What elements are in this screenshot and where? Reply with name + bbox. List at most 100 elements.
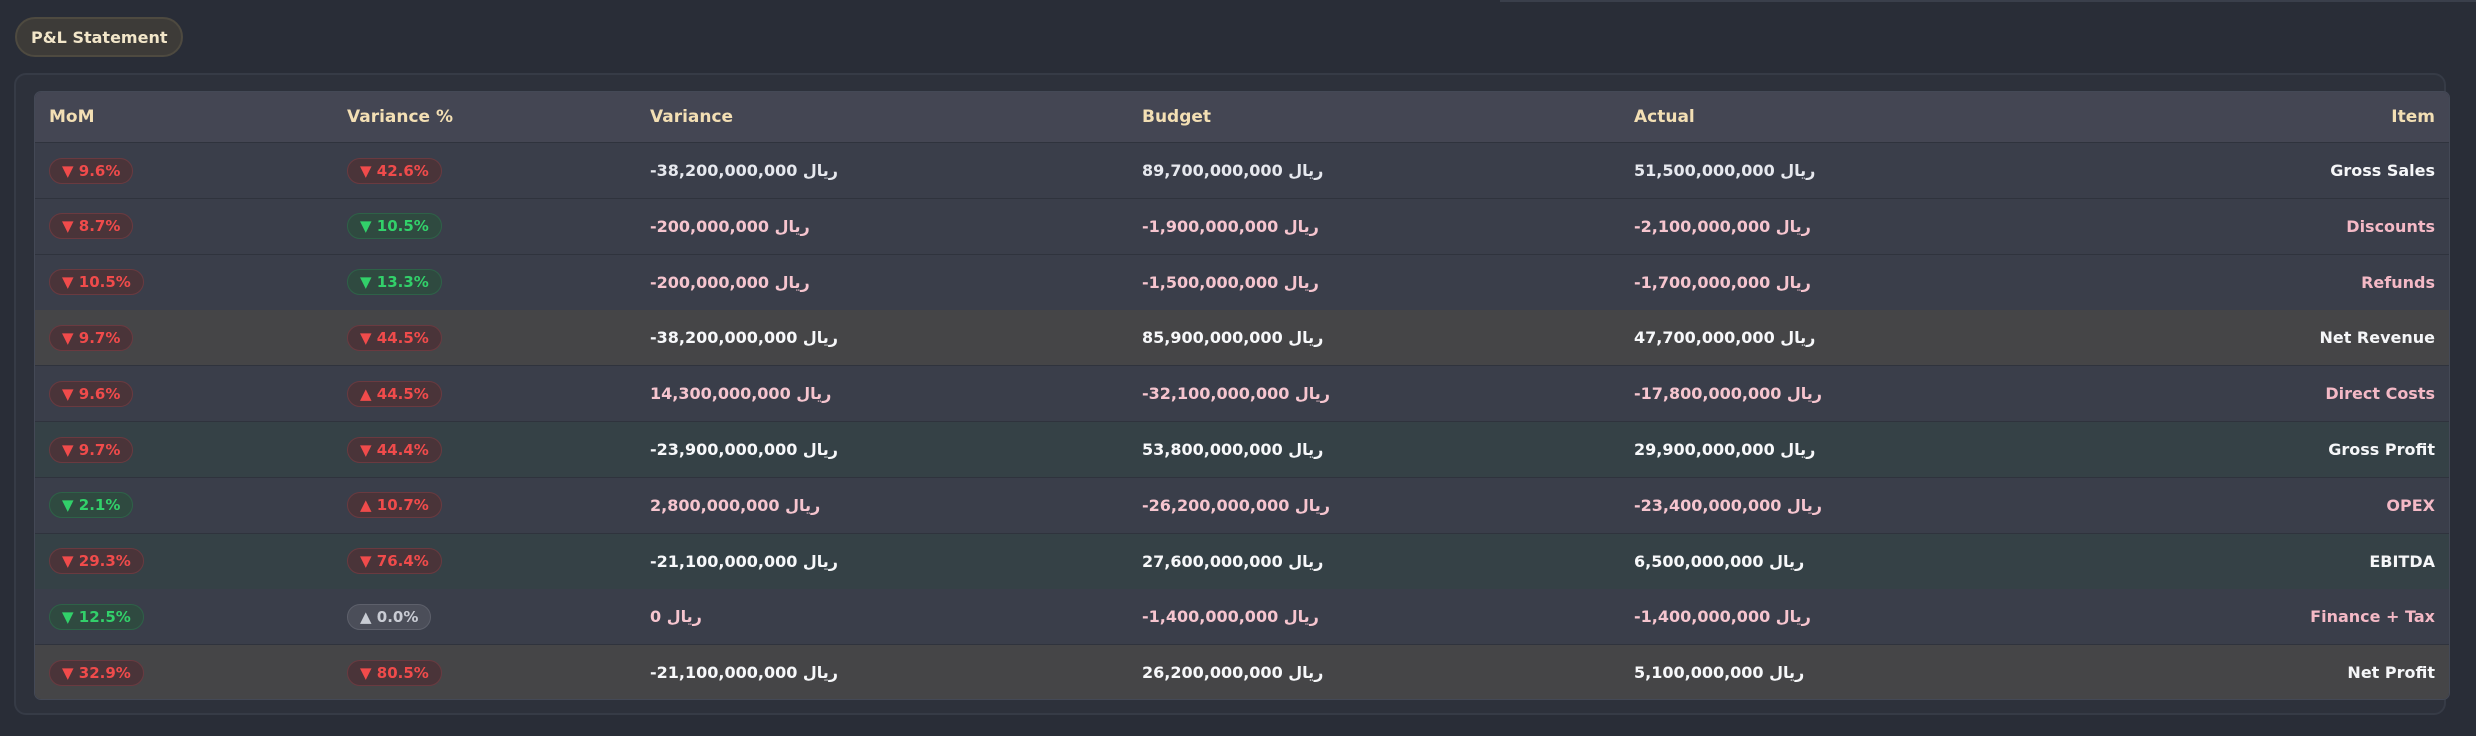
variance-pct-badge: ▲ 0.0% bbox=[347, 603, 432, 630]
actual-cell: 6,500,000,000 ريال bbox=[1634, 551, 1805, 571]
table-row[interactable]: ▼ 9.7% ▼ 44.5% -38,200,000,000 ريال 85,900,… bbox=[35, 310, 2449, 367]
column-header-mom[interactable]: MoM bbox=[49, 107, 95, 127]
mom-cell: ▼ 12.5% bbox=[49, 589, 144, 644]
item-cell: Finance + Tax bbox=[2310, 607, 2435, 627]
mom-badge: ▼ 12.5% bbox=[49, 603, 144, 630]
variance-pct-badge: ▼ 80.5% bbox=[347, 659, 442, 686]
budget-cell: 53,800,000,000 ريال bbox=[1142, 440, 1324, 459]
mom-cell: ▼ 8.7% bbox=[49, 199, 134, 254]
mom-badge: ▼ 9.7% bbox=[49, 324, 134, 351]
variance-pct-cell: ▼ 80.5% bbox=[347, 645, 442, 699]
budget-cell: 26,200,000,000 ريال bbox=[1142, 663, 1324, 683]
variance-pct-badge: ▼ 44.5% bbox=[347, 324, 442, 351]
mom-badge: ▼ 2.1% bbox=[49, 492, 134, 519]
variance-cell: -21,100,000,000 ريال bbox=[650, 551, 839, 571]
variance-pct-badge: ▼ 13.3% bbox=[347, 269, 442, 296]
mom-badge: ▼ 10.5% bbox=[49, 269, 144, 296]
budget-cell: 27,600,000,000 ريال bbox=[1142, 551, 1324, 571]
mom-badge: ▼ 8.7% bbox=[49, 213, 134, 240]
actual-cell: -17,800,000,000 ريال bbox=[1634, 384, 1823, 404]
variance-pct-cell: ▼ 42.6% bbox=[347, 143, 442, 198]
table-row[interactable]: ▼ 8.7% ▼ 10.5% -200,000,000 ريال -1,900,000… bbox=[35, 198, 2449, 255]
column-header-variance-pct[interactable]: Variance % bbox=[347, 107, 454, 127]
table-row[interactable]: ▼ 9.6% ▲ 44.5% 14,300,000,000 ريال -32,100,… bbox=[35, 366, 2449, 423]
column-header-budget[interactable]: Budget bbox=[1142, 107, 1212, 127]
mom-cell: ▼ 2.1% bbox=[49, 478, 134, 533]
variance-cell: -21,100,000,000 ريال bbox=[650, 663, 839, 683]
variance-pct-cell: ▼ 10.5% bbox=[347, 199, 442, 254]
mom-cell: ▼ 9.7% bbox=[49, 422, 134, 477]
mom-cell: ▼ 9.6% bbox=[49, 143, 134, 198]
variance-pct-cell: ▼ 44.4% bbox=[347, 422, 442, 477]
variance-pct-badge: ▼ 10.5% bbox=[347, 213, 442, 240]
budget-cell: -32,100,000,000 ريال bbox=[1142, 384, 1331, 404]
item-cell: Gross Sales bbox=[2330, 161, 2435, 180]
actual-cell: -1,700,000,000 ريال bbox=[1634, 272, 1811, 292]
mom-badge: ▼ 29.3% bbox=[49, 548, 144, 575]
item-cell: Discounts bbox=[2346, 216, 2435, 236]
actual-cell: 29,900,000,000 ريال bbox=[1634, 440, 1816, 459]
mom-cell: ▼ 10.5% bbox=[49, 255, 144, 310]
mom-badge: ▼ 9.6% bbox=[49, 157, 134, 184]
mom-cell: ▼ 32.9% bbox=[49, 645, 144, 699]
item-cell: Gross Profit bbox=[2328, 440, 2435, 459]
actual-cell: 47,700,000,000 ريال bbox=[1634, 328, 1816, 348]
budget-cell: -1,400,000,000 ريال bbox=[1142, 607, 1319, 627]
table-row[interactable]: ▼ 2.1% ▲ 10.7% 2,800,000,000 ريال -26,200,0… bbox=[35, 477, 2449, 534]
actual-cell: -1,400,000,000 ريال bbox=[1634, 607, 1811, 627]
variance-cell: 14,300,000,000 ريال bbox=[650, 384, 832, 404]
column-header-actual[interactable]: Actual bbox=[1634, 107, 1695, 127]
table-row[interactable]: ▼ 10.5% ▼ 13.3% -200,000,000 ريال -1,500,00… bbox=[35, 254, 2449, 311]
column-header-variance[interactable]: Variance bbox=[650, 107, 734, 127]
variance-pct-cell: ▲ 10.7% bbox=[347, 478, 442, 533]
mom-cell: ▼ 29.3% bbox=[49, 534, 144, 589]
table-row[interactable]: ▼ 9.7% ▼ 44.4% -23,900,000,000 ريال 53,800,… bbox=[35, 422, 2449, 478]
actual-cell: -23,400,000,000 ريال bbox=[1634, 495, 1823, 515]
variance-cell: 0 ريال bbox=[650, 607, 702, 627]
table-row[interactable]: ▼ 9.6% ▼ 42.6% -38,200,000,000 ريال 89,700,… bbox=[35, 143, 2449, 199]
budget-cell: 89,700,000,000 ريال bbox=[1142, 161, 1324, 180]
budget-cell: -1,500,000,000 ريال bbox=[1142, 272, 1319, 292]
table-row[interactable]: ▼ 32.9% ▼ 80.5% -21,100,000,000 ريال 26,200… bbox=[35, 645, 2449, 699]
pl-table: MoM Variance % Variance Budget Actual It… bbox=[34, 91, 2450, 700]
variance-pct-badge: ▼ 44.4% bbox=[347, 436, 442, 463]
item-cell: OPEX bbox=[2386, 495, 2435, 515]
actual-cell: 51,500,000,000 ريال bbox=[1634, 161, 1816, 180]
variance-pct-badge: ▲ 10.7% bbox=[347, 492, 442, 519]
item-cell: Refunds bbox=[2361, 272, 2435, 292]
mom-cell: ▼ 9.6% bbox=[49, 366, 134, 421]
mom-badge: ▼ 9.7% bbox=[49, 436, 134, 463]
mom-badge: ▼ 32.9% bbox=[49, 659, 144, 686]
variance-cell: 2,800,000,000 ريال bbox=[650, 495, 821, 515]
item-cell: Direct Costs bbox=[2325, 384, 2435, 404]
actual-cell: -2,100,000,000 ريال bbox=[1634, 216, 1811, 236]
variance-cell: -200,000,000 ريال bbox=[650, 272, 810, 292]
budget-cell: 85,900,000,000 ريال bbox=[1142, 328, 1324, 348]
budget-cell: -1,900,000,000 ريال bbox=[1142, 216, 1319, 236]
table-row[interactable]: ▼ 29.3% ▼ 76.4% -21,100,000,000 ريال 27,600… bbox=[35, 533, 2449, 590]
actual-cell: 5,100,000,000 ريال bbox=[1634, 663, 1805, 683]
variance-pct-cell: ▲ 44.5% bbox=[347, 366, 442, 421]
column-header-item[interactable]: Item bbox=[2391, 107, 2435, 127]
variance-pct-cell: ▼ 13.3% bbox=[347, 255, 442, 310]
table-header-row: MoM Variance % Variance Budget Actual It… bbox=[35, 92, 2449, 143]
item-cell: Net Profit bbox=[2347, 663, 2435, 683]
table-row[interactable]: ▼ 12.5% ▲ 0.0% 0 ريال -1,400,000,000 ريال -1… bbox=[35, 589, 2449, 646]
variance-pct-badge: ▼ 76.4% bbox=[347, 548, 442, 575]
variance-pct-badge: ▼ 42.6% bbox=[347, 157, 442, 184]
variance-cell: -38,200,000,000 ريال bbox=[650, 161, 839, 180]
budget-cell: -26,200,000,000 ريال bbox=[1142, 495, 1331, 515]
variance-cell: -200,000,000 ريال bbox=[650, 216, 810, 236]
tab-pl-statement[interactable]: P&L Statement bbox=[15, 17, 184, 57]
item-cell: EBITDA bbox=[2369, 551, 2435, 571]
variance-pct-badge: ▲ 44.5% bbox=[347, 380, 442, 407]
top-divider bbox=[1500, 0, 2476, 2]
variance-pct-cell: ▲ 0.0% bbox=[347, 589, 432, 644]
pl-panel: MoM Variance % Variance Budget Actual It… bbox=[14, 73, 2450, 715]
item-cell: Net Revenue bbox=[2319, 328, 2435, 348]
variance-pct-cell: ▼ 44.5% bbox=[347, 310, 442, 365]
mom-badge: ▼ 9.6% bbox=[49, 380, 134, 407]
variance-cell: -38,200,000,000 ريال bbox=[650, 328, 839, 348]
variance-cell: -23,900,000,000 ريال bbox=[650, 440, 839, 459]
